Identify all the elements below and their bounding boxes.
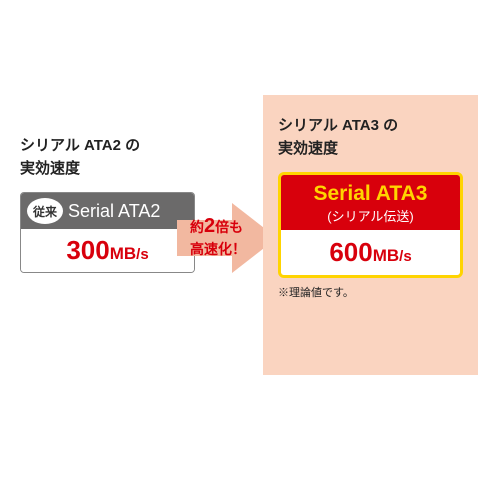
sata3-card: Serial ATA3 (シリアル伝送) 600MB/s: [278, 172, 463, 278]
right-heading-line1: シリアル ATA3 の: [278, 117, 398, 134]
sata3-label: Serial ATA3: [285, 182, 456, 205]
infographic-container: シリアル ATA2 の 実効速度 従来 Serial ATA2 300MB/s …: [0, 0, 500, 500]
sata3-unit-s: /s: [399, 248, 412, 265]
left-section: シリアル ATA2 の 実効速度 従来 Serial ATA2 300MB/s: [20, 135, 200, 273]
sata2-card-header: 従来 Serial ATA2: [21, 193, 194, 229]
arrow-text: 約2倍も 高速化！: [190, 213, 246, 259]
legacy-pill: 従来: [27, 198, 63, 224]
sata3-unit-mb: MB: [373, 246, 399, 265]
arrow-prefix: 約: [190, 219, 204, 235]
sata3-sublabel: (シリアル伝送): [285, 206, 456, 225]
arrow-line2: 高速化！: [190, 241, 246, 257]
right-heading-line2: 実効速度: [278, 140, 338, 157]
left-heading: シリアル ATA2 の 実効速度: [20, 135, 200, 180]
right-heading: シリアル ATA3 の 実効速度: [263, 95, 478, 160]
arrow-big-number: 2: [204, 215, 215, 237]
sata3-number: 600: [329, 237, 372, 267]
sata2-number: 300: [66, 235, 109, 265]
sata2-unit-s: /s: [136, 246, 149, 263]
sata3-speed: 600MB/s: [281, 230, 460, 275]
sata2-label: Serial ATA2: [68, 201, 160, 222]
sata2-unit-mb: MB: [110, 244, 136, 263]
sata2-card: 従来 Serial ATA2 300MB/s: [20, 192, 195, 273]
left-heading-line1: シリアル ATA2 の: [20, 137, 140, 154]
right-section: シリアル ATA3 の 実効速度 Serial ATA3 (シリアル伝送) 60…: [263, 95, 478, 375]
sata2-speed: 300MB/s: [21, 229, 194, 272]
footnote: ※理論値です。: [278, 284, 478, 300]
left-heading-line2: 実効速度: [20, 160, 80, 177]
sata3-card-header: Serial ATA3 (シリアル伝送): [281, 175, 460, 230]
arrow-suffix: 倍も: [215, 219, 243, 235]
